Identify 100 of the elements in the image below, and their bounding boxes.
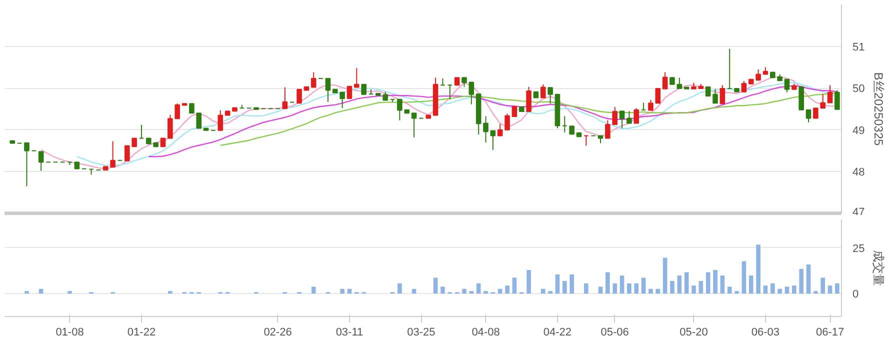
candlestick [490, 130, 496, 150]
bar [684, 272, 689, 294]
x-tick-label: 01-08 [56, 326, 84, 338]
bar [634, 283, 639, 294]
x-tick-label: 06-17 [816, 326, 844, 338]
candlestick [462, 77, 467, 88]
y-axis-title: B丝20250325 [872, 72, 886, 146]
bar [340, 288, 344, 294]
bar [584, 283, 588, 294]
candlestick [798, 86, 804, 110]
bar [24, 291, 29, 294]
bar [784, 286, 790, 294]
candlestick [346, 86, 352, 100]
candlestick [605, 120, 610, 139]
bar [505, 286, 510, 294]
bar [484, 291, 488, 294]
candlestick [361, 84, 366, 95]
candlestick [712, 88, 718, 104]
candlestick [676, 77, 682, 90]
candlestick [741, 80, 747, 92]
x-tick-label: 04-08 [472, 326, 500, 338]
candlestick [720, 84, 726, 104]
candlestick [325, 78, 331, 102]
bar [498, 288, 502, 294]
candlestick [784, 78, 790, 93]
candlestick [483, 116, 488, 143]
candlestick [813, 108, 818, 119]
candlestick [705, 86, 711, 97]
candlestick [820, 93, 826, 109]
candlestick [526, 86, 532, 112]
bar [612, 283, 618, 294]
x-tick-label: 04-22 [543, 326, 572, 338]
bar [627, 283, 632, 294]
x-tick-label: 05-06 [600, 326, 629, 338]
candlestick [411, 112, 417, 138]
bar [814, 291, 818, 294]
bar [763, 286, 768, 294]
bar [713, 270, 718, 294]
bar [606, 272, 610, 294]
bar [555, 274, 560, 294]
candlestick [540, 84, 546, 98]
x-tick-label: 03-11 [336, 326, 364, 338]
bar [620, 276, 624, 294]
x-tick-label: 05-20 [680, 326, 708, 338]
bar [770, 283, 775, 294]
bar [727, 286, 732, 294]
bar [734, 291, 739, 294]
bar [168, 291, 172, 294]
candlestick [497, 124, 503, 136]
bar [398, 283, 402, 294]
candlestick [24, 142, 30, 187]
y-tick-label: 48 [852, 166, 865, 179]
bar [656, 288, 660, 294]
bar [806, 264, 811, 294]
candlestick [827, 84, 833, 104]
y-tick-label: 25 [852, 242, 865, 255]
candlestick [548, 87, 553, 104]
bar [433, 278, 438, 294]
x-tick-label: 02-26 [264, 326, 292, 338]
bar [68, 291, 72, 294]
bar [742, 261, 746, 294]
bar [835, 283, 840, 294]
candlestick [626, 110, 632, 124]
candlestick [512, 106, 518, 118]
bar [792, 286, 796, 294]
candlestick [662, 72, 668, 90]
candlestick [282, 86, 288, 110]
candlestick [634, 108, 640, 124]
y-axis-title: 成交量 [872, 250, 886, 286]
bar [820, 278, 826, 294]
candlestick [806, 109, 812, 123]
bar [698, 280, 704, 294]
bar [662, 258, 668, 294]
bar [548, 291, 552, 294]
bar [526, 270, 531, 294]
y-tick-label: 50 [852, 83, 865, 96]
x-tick-label: 01-22 [127, 326, 156, 338]
bar [476, 283, 481, 294]
bar [756, 244, 760, 294]
bar [677, 276, 682, 294]
bar [598, 286, 603, 294]
candlestick [504, 113, 510, 130]
candlestick [655, 88, 661, 104]
bar [512, 278, 517, 294]
y-tick-label: 51 [852, 41, 865, 54]
bar [720, 276, 725, 294]
y-tick-label: 49 [852, 124, 865, 137]
bar [799, 268, 804, 294]
candlestick [354, 68, 360, 88]
bar [748, 276, 754, 294]
bar [778, 288, 782, 294]
bar [570, 274, 574, 294]
bar [469, 291, 474, 294]
bar [462, 288, 466, 294]
bar [641, 278, 646, 294]
bar [828, 286, 832, 294]
y-tick-label: 0 [852, 288, 859, 301]
x-tick-label: 06-03 [751, 326, 780, 338]
candlestick [296, 88, 302, 104]
candlestick [619, 110, 625, 129]
